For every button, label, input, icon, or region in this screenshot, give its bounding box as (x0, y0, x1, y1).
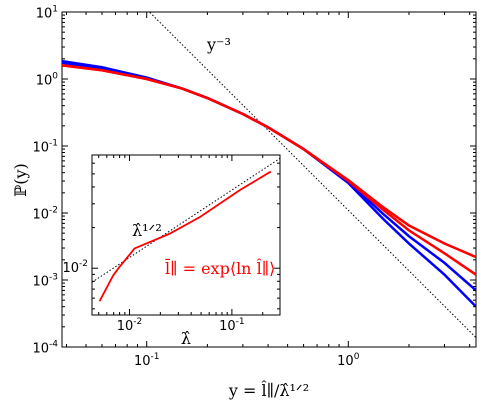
reference-label: λ̂¹ᐟ² (132, 221, 162, 240)
data-line (98, 170, 272, 302)
x-axis-label: λ̂ (181, 329, 191, 348)
reference-line (148, 12, 476, 338)
plot-content (62, 12, 476, 338)
y-axis-label: ℙ(y) (11, 163, 30, 197)
annotation: l̄∥ = exp⟨ln l̂∥⟩ (165, 257, 276, 278)
plot-content (92, 157, 280, 302)
data-line (62, 64, 476, 259)
y-tick-label: 10-1 (32, 139, 58, 156)
plot-area (91, 154, 281, 316)
x-tick-label: 10-2 (117, 317, 143, 334)
y-tick-label: 10-2 (32, 206, 58, 223)
x-tick-label: 10-1 (134, 352, 160, 369)
y-tick-label: 101 (36, 5, 58, 22)
x-axis-label: y = l̂∥/λ̂¹ᐟ² (228, 381, 309, 400)
reference-line (92, 157, 280, 283)
reference-label: y⁻³ (206, 35, 231, 54)
x-tick-label: 100 (337, 352, 360, 369)
x-tick-label: 10-1 (219, 317, 245, 334)
y-tick-label: 100 (36, 72, 59, 89)
y-tick-label: 10-2 (62, 259, 88, 276)
y-tick-label: 10-3 (32, 273, 58, 290)
y-tick-label: 10-4 (32, 340, 58, 357)
